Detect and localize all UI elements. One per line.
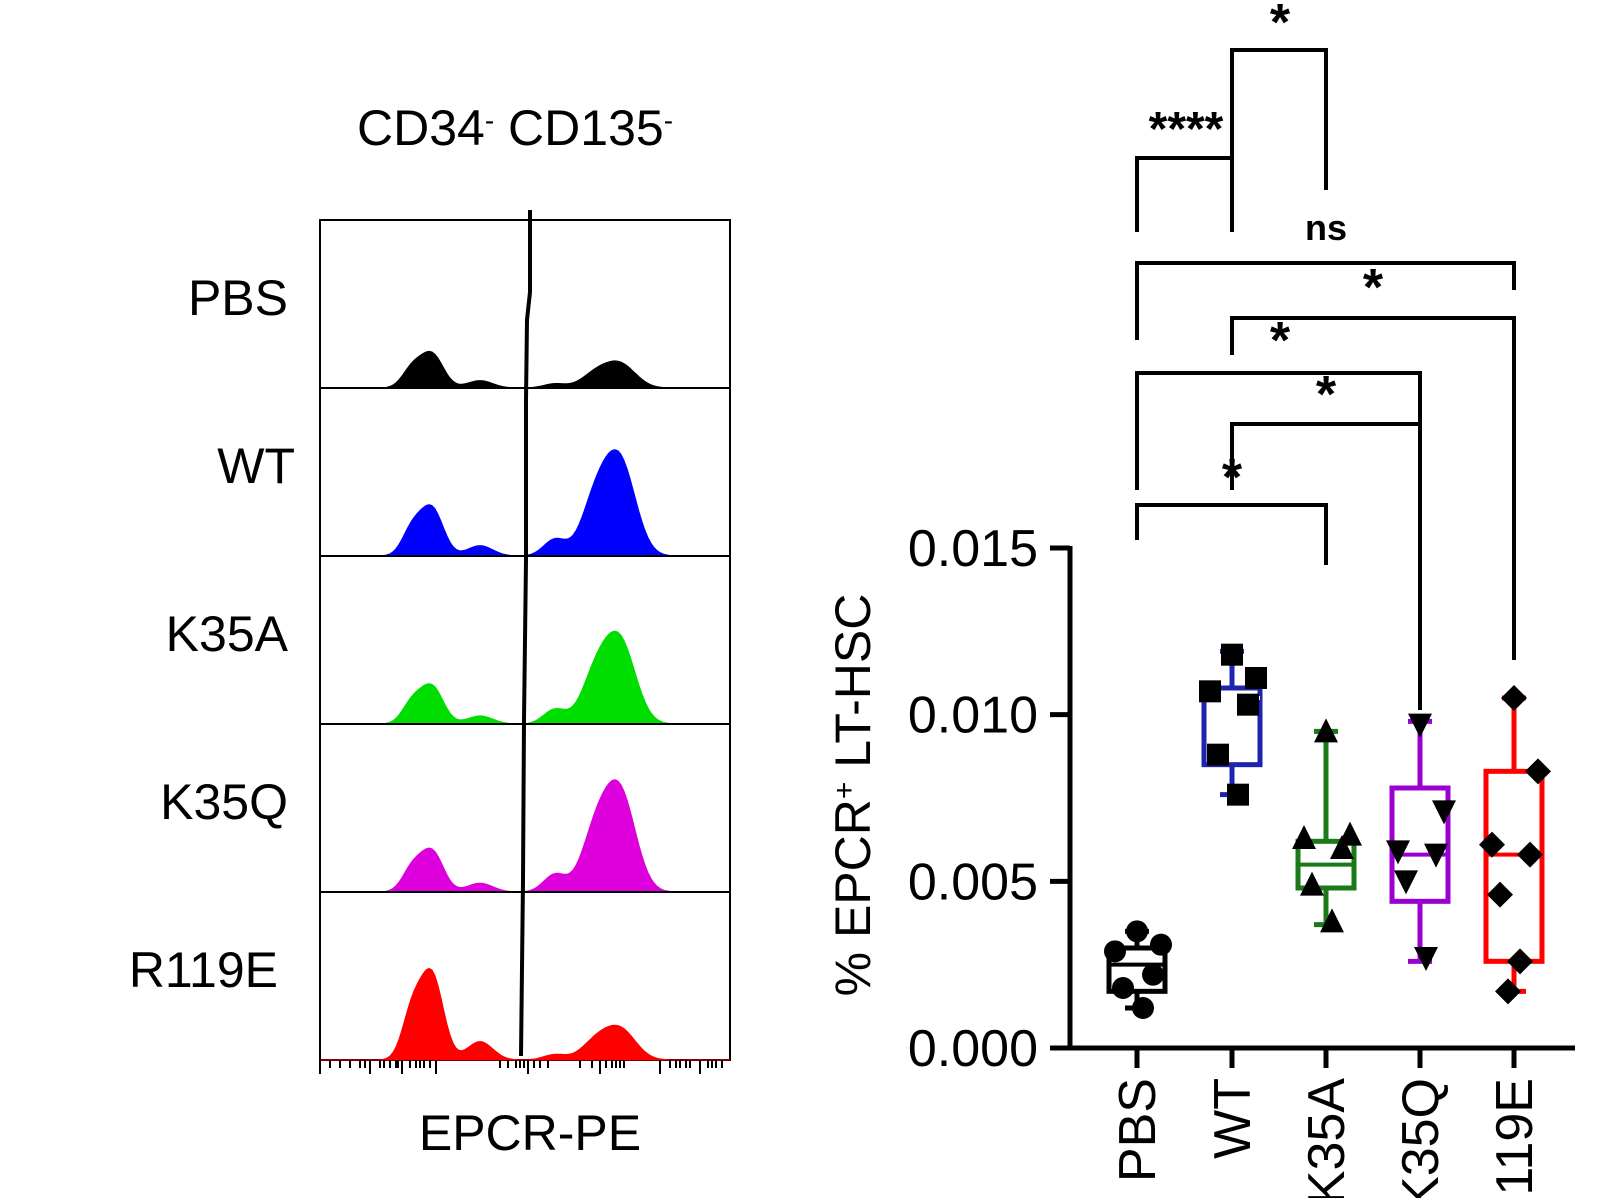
significance-label: ns <box>1305 207 1347 248</box>
box-iqr <box>1106 945 1168 994</box>
histogram-track-label: R119E <box>129 942 278 998</box>
data-point <box>1424 843 1448 868</box>
significance-bracket <box>1135 261 1516 340</box>
data-point <box>1132 997 1154 1019</box>
histogram-x-label: EPCR-PE <box>419 1105 641 1161</box>
data-point <box>1408 713 1432 738</box>
significance-label: * <box>1222 449 1243 507</box>
x-tick-label: K35A <box>1298 1078 1356 1198</box>
box-group <box>1104 920 1172 1019</box>
data-point <box>1414 947 1438 971</box>
box-group <box>1386 713 1456 971</box>
y-tick-label: 0.015 <box>908 520 1038 578</box>
data-point <box>1112 977 1134 999</box>
data-point <box>1221 643 1243 666</box>
box-iqr <box>1483 768 1545 964</box>
data-point <box>1227 783 1249 806</box>
data-point <box>1330 835 1354 859</box>
significance-label: **** <box>1149 103 1224 156</box>
significance-bracket <box>1230 48 1328 232</box>
data-point <box>1142 963 1164 986</box>
data-point <box>1479 831 1505 858</box>
significance-bracket <box>1135 156 1234 232</box>
gate-line <box>519 210 532 1057</box>
data-point <box>1104 940 1126 963</box>
box-iqr <box>1201 685 1263 768</box>
data-point <box>1150 933 1172 956</box>
box-group <box>1479 685 1551 1005</box>
data-point <box>1501 685 1527 711</box>
data-point <box>1432 800 1456 825</box>
data-point <box>1237 693 1259 716</box>
data-point <box>1507 948 1533 975</box>
data-point <box>1126 920 1148 943</box>
data-point <box>1300 871 1324 896</box>
data-point <box>1314 718 1338 743</box>
histogram-track-label: K35Q <box>160 774 288 830</box>
data-point <box>1245 667 1267 689</box>
data-point <box>1292 825 1316 849</box>
histogram-track-label: PBS <box>188 270 288 326</box>
x-tick-label: PBS <box>1109 1078 1167 1182</box>
histogram-track: K35Q <box>160 723 730 893</box>
x-tick-label: R119E <box>1486 1078 1544 1198</box>
boxplot-y-label: % EPCR+ LT-HSC <box>825 594 881 997</box>
significance-label: * <box>1270 0 1291 52</box>
y-tick-label: 0.005 <box>908 853 1038 911</box>
histogram-track: WT <box>217 387 730 557</box>
y-tick-label: 0.000 <box>908 1020 1038 1078</box>
significance-brackets: *****ns**** <box>1135 0 1516 710</box>
histogram-curve <box>320 967 730 1061</box>
significance-label: * <box>1316 366 1337 424</box>
data-point <box>1394 870 1418 895</box>
histogram-x-axis <box>319 1060 723 1074</box>
significance-label: * <box>1363 259 1384 317</box>
data-point <box>1199 680 1221 703</box>
histogram-track-label: K35A <box>166 606 289 662</box>
boxplot-axes: 0.000 0.005 0.010 0.015 PBS WT K35A K35Q R119E <box>908 520 1575 1203</box>
significance-bracket <box>1230 316 1516 660</box>
histogram-title: CD34- CD135- <box>357 100 673 156</box>
data-point <box>1525 758 1551 785</box>
x-tick-label: WT <box>1204 1078 1262 1159</box>
significance-bracket <box>1135 503 1328 565</box>
data-point <box>1495 978 1521 1005</box>
significance-label: * <box>1270 312 1291 370</box>
data-point <box>1487 881 1513 908</box>
histogram-panel: CD34- CD135- PBS WT K35A K35Q R119E EPCR-PE <box>129 100 731 1161</box>
boxplot-groups <box>1104 643 1551 1019</box>
data-point <box>1320 908 1344 933</box>
y-tick-label: 0.010 <box>908 687 1038 745</box>
histogram-track: PBS <box>188 270 730 389</box>
histogram-tracks: PBS WT K35A K35Q R119E <box>129 270 730 1061</box>
significance-bracket <box>1230 422 1422 710</box>
histogram-track: K35A <box>166 555 730 725</box>
data-point <box>1517 841 1543 868</box>
histogram-track-label: WT <box>217 438 295 494</box>
histogram-track: R119E <box>129 891 730 1061</box>
data-point <box>1207 743 1229 766</box>
boxplot-panel: 0.000 0.005 0.010 0.015 PBS WT K35A K35Q R119E *… <box>825 0 1575 1203</box>
box-group <box>1199 643 1267 806</box>
box-group <box>1292 718 1362 933</box>
data-point <box>1386 840 1410 865</box>
x-tick-label: K35Q <box>1392 1078 1450 1198</box>
